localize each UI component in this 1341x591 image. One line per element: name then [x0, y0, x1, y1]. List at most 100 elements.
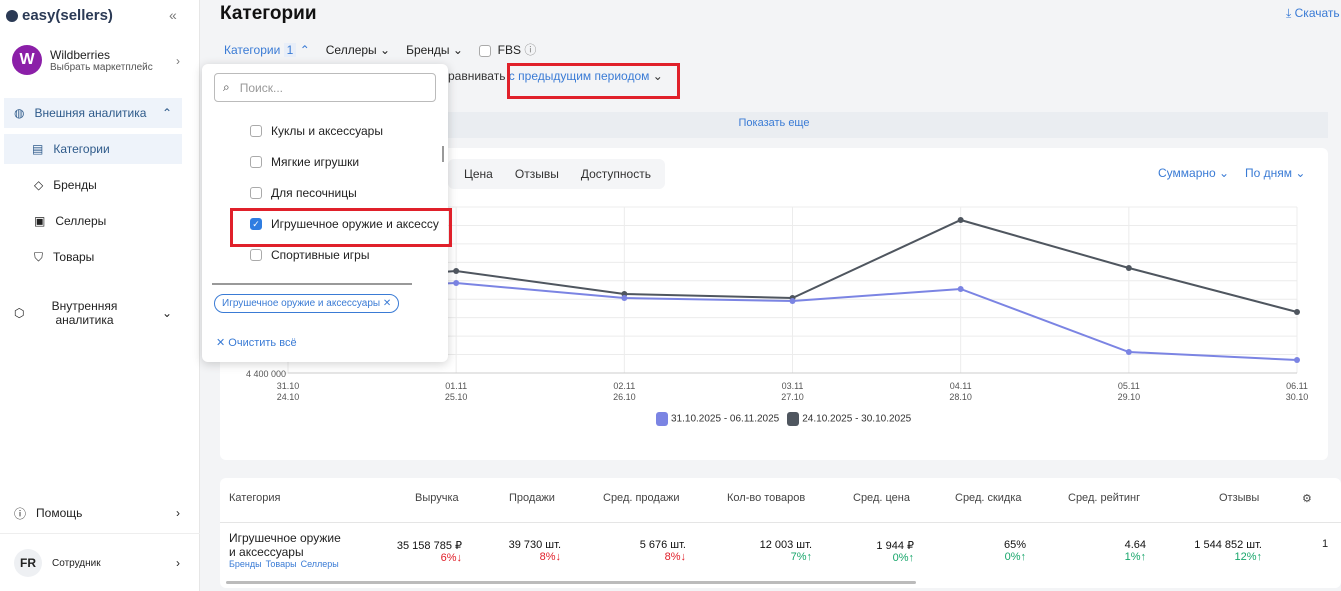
- selected-tag[interactable]: Игрушечное оружие и аксессуары ✕: [214, 294, 400, 313]
- close-icon: ✕: [216, 337, 226, 349]
- sidebar-item-label: Товары: [53, 250, 95, 264]
- option-checkbox[interactable]: [250, 249, 262, 261]
- cell-value: 65%: [1003, 539, 1026, 551]
- brands-link[interactable]: Бренды: [229, 559, 262, 569]
- aggregate-label: Суммарно: [1158, 166, 1216, 180]
- sellers-filter[interactable]: Селлеры ⌄: [326, 43, 390, 57]
- x-tick-label: 27.10: [781, 392, 804, 402]
- cell-value: 39 730 шт.: [508, 539, 561, 551]
- legend-swatch: [787, 412, 800, 426]
- option-checkbox[interactable]: [250, 125, 262, 137]
- x-tick-label: 25.10: [445, 392, 468, 402]
- marketplace-selector[interactable]: W Wildberries Выбрать маркетплейс: [12, 45, 153, 75]
- products-link[interactable]: Товары: [265, 559, 297, 569]
- tab-availability[interactable]: Доступность: [580, 167, 651, 181]
- dropdown-option[interactable]: Для песочницы: [250, 186, 357, 200]
- compare-value[interactable]: предыдущим периодом: [518, 69, 650, 83]
- period-label: По дням: [1245, 166, 1293, 180]
- logo[interactable]: easy(sellers): [6, 7, 113, 24]
- legend-item[interactable]: 31.10.2025 - 06.11.2025: [656, 412, 779, 426]
- sidebar-item-brands[interactable]: ◇ Бренды: [4, 170, 182, 200]
- chevron-right-icon: ›: [176, 506, 180, 520]
- search-placeholder: Поиск...: [239, 80, 283, 95]
- chevron-right-icon: ›: [176, 556, 180, 570]
- sidebar-item-categories[interactable]: ▤ Категории: [4, 134, 182, 164]
- chevron-down-icon: ⌄: [452, 42, 463, 57]
- cell-change: 8%↓: [539, 551, 561, 563]
- close-icon[interactable]: ✕: [382, 298, 392, 309]
- legend-item[interactable]: 24.10.2025 - 30.10.2025: [787, 412, 911, 426]
- dropdown-scrollbar[interactable]: [442, 146, 444, 162]
- chart-legend: 31.10.2025 - 06.11.2025 24.10.2025 - 30.…: [656, 412, 911, 426]
- tab-price[interactable]: Цена: [464, 167, 493, 181]
- fbs-filter[interactable]: FBS ⓘ: [478, 41, 537, 58]
- sidebar-item-sellers[interactable]: ▣ Селлеры: [4, 206, 182, 236]
- compare-selector[interactable]: равнивать с предыдущим периодом ⌄: [448, 69, 663, 83]
- option-label: Спортивные игры: [271, 248, 370, 262]
- dropdown-option[interactable]: Спортивные игры: [250, 248, 369, 262]
- data-point: [1125, 349, 1132, 355]
- period-selector[interactable]: По дням ⌄: [1245, 166, 1306, 180]
- collapse-sidebar-icon[interactable]: «: [169, 7, 177, 23]
- categories-filter[interactable]: Категории 1 ⌃: [224, 42, 310, 57]
- cell-value: 1 544 852 шт.: [1194, 539, 1262, 551]
- dropdown-option[interactable]: ✓ Игрушечное оружие и аксессу: [250, 217, 439, 231]
- x-tick-label: 06.11: [1286, 381, 1308, 391]
- column-header[interactable]: Сред. рейтинг: [1068, 492, 1141, 504]
- column-header[interactable]: Сред. продажи: [603, 492, 680, 504]
- data-point: [453, 268, 460, 274]
- column-header[interactable]: Кол-во товаров: [727, 492, 806, 504]
- sellers-filter-label: Селлеры: [325, 42, 377, 57]
- user-menu[interactable]: FR Сотрудник ›: [4, 548, 182, 578]
- option-label: Для песочницы: [271, 186, 357, 200]
- brands-filter[interactable]: Бренды ⌄: [406, 43, 463, 57]
- globe-icon: ◍: [14, 106, 25, 120]
- column-header[interactable]: Отзывы: [1219, 492, 1260, 504]
- cart-icon: ⛉: [34, 249, 44, 264]
- option-checkbox[interactable]: [250, 156, 262, 168]
- sidebar-item-external-analytics[interactable]: ◍ Внешняя аналитика ⌃: [4, 98, 182, 128]
- dropdown-option[interactable]: Куклы и аксессуары: [250, 124, 383, 138]
- categories-count-badge: 1: [283, 42, 297, 57]
- legend-swatch: [656, 412, 668, 426]
- column-header[interactable]: Сред. скидка: [955, 492, 1022, 504]
- fbs-label: FBS: [497, 43, 521, 57]
- cell-value: 5 676 шт.: [639, 539, 686, 551]
- page-title: Категории: [220, 3, 317, 24]
- highlight-box: [230, 208, 452, 247]
- horizontal-scrollbar[interactable]: [226, 581, 916, 584]
- column-header[interactable]: Выручка: [415, 492, 459, 504]
- fbs-checkbox[interactable]: [478, 44, 491, 57]
- help-button[interactable]: ⓘ Помощь ›: [4, 498, 182, 528]
- sidebar-item-internal-analytics[interactable]: ⬡ Внутренняя аналитика ⌄: [4, 298, 182, 328]
- help-icon[interactable]: ⓘ: [524, 43, 537, 57]
- highlight-box: [507, 63, 680, 99]
- sellers-link[interactable]: Селлеры: [300, 559, 339, 569]
- search-input[interactable]: ⌕ Поиск...: [214, 73, 436, 102]
- x-tick-label: 26.10: [613, 392, 636, 402]
- divider: [220, 522, 1341, 523]
- sidebar-item-products[interactable]: ⛉ Товары: [4, 242, 182, 272]
- gear-icon[interactable]: ⚙: [1302, 493, 1312, 505]
- cell-change: 0%↑: [892, 552, 914, 564]
- dropdown-option[interactable]: Мягкие игрушки: [250, 155, 359, 169]
- x-tick-label: 05.11: [1118, 381, 1140, 391]
- aggregate-selector[interactable]: Суммарно ⌄: [1158, 166, 1230, 180]
- compare-label: равнивать: [448, 69, 506, 83]
- column-header[interactable]: Сред. цена: [853, 492, 910, 504]
- chart-tabs: Цена Отзывы Доступность: [448, 159, 665, 189]
- option-checkbox[interactable]: ✓: [250, 218, 262, 230]
- option-label: Мягкие игрушки: [271, 155, 360, 169]
- tab-reviews[interactable]: Отзывы: [514, 167, 559, 181]
- option-checkbox[interactable]: [250, 187, 262, 199]
- download-button[interactable]: ⤓ Скачать: [1286, 6, 1340, 21]
- table-cell: 1 544 852 шт. 12%↑: [1194, 539, 1262, 563]
- x-tick-label: 02.11: [613, 381, 635, 391]
- category-name[interactable]: Игрушечное оружие и аксессуары: [229, 531, 341, 559]
- column-header[interactable]: Продажи: [509, 492, 555, 504]
- table-cell: 39 730 шт. 8%↓: [509, 539, 561, 563]
- column-header[interactable]: Категория: [229, 492, 281, 504]
- cell-change: 1%↑: [1124, 551, 1146, 563]
- clear-all-button[interactable]: ✕ Очистить всё: [216, 336, 297, 349]
